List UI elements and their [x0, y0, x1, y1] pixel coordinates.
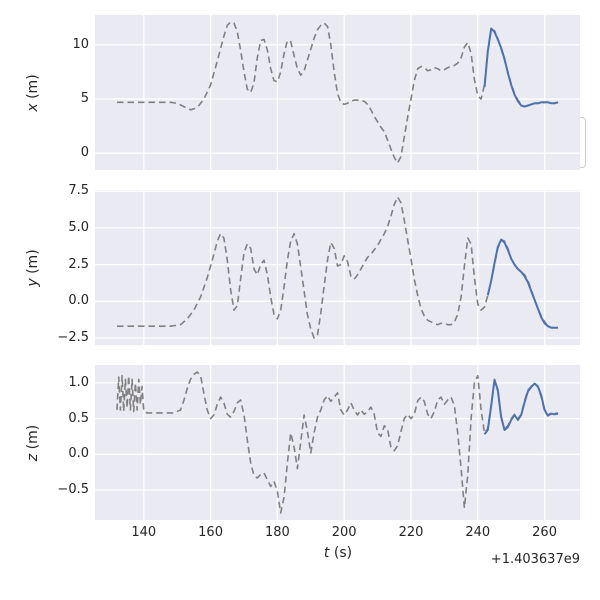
y-tick-label: 10 [72, 36, 89, 52]
y-tick-label: 0.5 [68, 410, 89, 426]
axis-label-unit: (s) [329, 545, 353, 561]
axis-label-var: z [25, 453, 41, 462]
subplot-z [95, 365, 580, 520]
y-tick-label: 0.0 [68, 446, 89, 462]
x-tick-label: 220 [398, 525, 424, 540]
x-tick-label: 180 [264, 525, 290, 540]
y-tick-label: 1.0 [68, 374, 89, 390]
ylabel-z: z (m) [25, 425, 41, 461]
ylabel-y: y (m) [25, 249, 41, 286]
subplot-x [95, 15, 580, 170]
axis-label-unit: (m) [25, 249, 41, 279]
y-tick-label: −2.5 [57, 329, 89, 345]
axis-offset-text: +1.403637e9 [490, 552, 580, 567]
series-groundtruth [117, 196, 558, 339]
ylabel-x: x (m) [25, 74, 41, 111]
y-tick-label: 5.0 [68, 219, 89, 235]
series-traj [483, 379, 559, 435]
axis-label-unit: (m) [25, 74, 41, 104]
axes-background [95, 190, 580, 345]
x-tick-label: 260 [532, 525, 557, 540]
x-tick-label: 140 [131, 525, 157, 540]
axis-label-var: x [25, 103, 41, 112]
y-tick-label: −0.5 [57, 482, 89, 497]
axis-label-var: t [323, 545, 330, 561]
y-tick-label: 0.0 [68, 293, 89, 309]
subplot-y [95, 190, 580, 345]
axes-background [95, 15, 580, 170]
y-tick-label: 0 [80, 145, 89, 161]
x-tick-label: 240 [465, 525, 491, 540]
axes-background [95, 365, 580, 520]
series-traj [483, 27, 559, 108]
axis-label-var: y [25, 278, 41, 287]
series-traj [486, 238, 558, 329]
y-tick-label: 7.5 [68, 183, 89, 199]
axis-label-unit: (m) [25, 424, 41, 454]
x-tick-label: 160 [198, 525, 223, 540]
xlabel-t: t (s) [324, 545, 352, 561]
y-tick-label: 2.5 [68, 256, 89, 272]
y-tick-label: 5 [80, 91, 89, 106]
x-tick-label: 200 [331, 525, 357, 540]
